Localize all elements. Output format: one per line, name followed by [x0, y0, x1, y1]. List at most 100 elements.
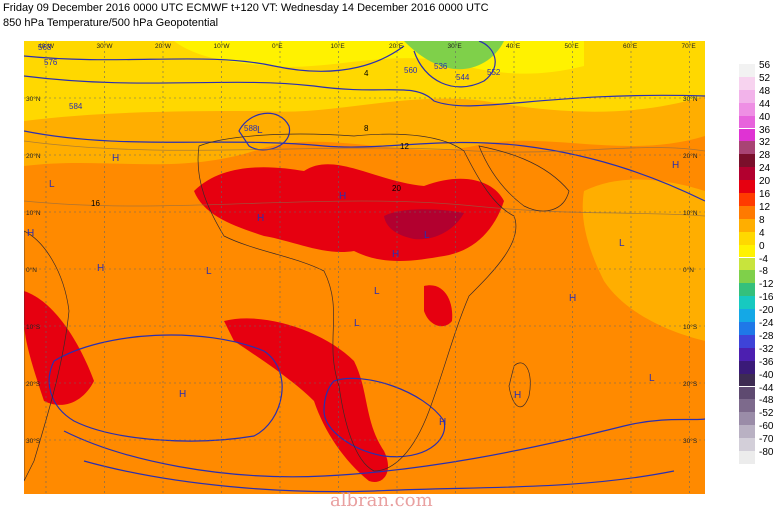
- longitude-label: 0°E: [272, 42, 283, 50]
- colorbar-swatch: [739, 115, 755, 129]
- colorbar-label: -36: [759, 356, 774, 368]
- field-warm-sw: [224, 318, 389, 482]
- high-marker: H: [392, 249, 399, 260]
- latitude-label-right: 20°N: [683, 152, 698, 160]
- temp-contour-12: [24, 140, 705, 153]
- field-warm-east: [424, 285, 453, 327]
- colorbar-label: 48: [759, 85, 771, 97]
- low-marker: L: [206, 266, 212, 277]
- longitude-label: 40°E: [506, 42, 521, 50]
- colorbar-label: 56: [759, 60, 771, 71]
- longitude-label: 10°E: [331, 42, 346, 50]
- colorbar-swatch: [739, 451, 755, 464]
- latitude-label-right: 10°N: [683, 209, 698, 217]
- colorbar-swatch: [739, 438, 755, 451]
- colorbar-swatch: [739, 322, 755, 335]
- contour-568: [24, 45, 405, 72]
- colorbar-swatch: [739, 76, 755, 90]
- colorbar-swatch: [739, 399, 755, 413]
- longitude-label: 40°W: [38, 42, 55, 50]
- colorbar-label: -12: [759, 279, 774, 291]
- latitude-label-right: 30°S: [683, 437, 698, 445]
- longitude-label: 20°E: [389, 42, 404, 50]
- contour-label-552: 552: [487, 68, 501, 77]
- latitude-label-left: 20°S: [26, 380, 41, 388]
- colorbar-label: -52: [759, 408, 774, 420]
- field-warm-west: [24, 291, 94, 405]
- latitude-label-left: 10°S: [26, 323, 41, 331]
- latitude-label-left: 20°N: [26, 152, 41, 160]
- latitude-label-left: 10°N: [26, 209, 41, 217]
- colorbar-label: 40: [759, 111, 771, 123]
- contour-loop-south: [323, 377, 446, 458]
- colorbar-swatch: [739, 425, 755, 439]
- colorbar-swatch: [739, 386, 755, 400]
- colorbar-label: 4: [759, 227, 765, 239]
- field-band-minus4: [404, 41, 504, 70]
- contour-label-20: 20: [392, 184, 401, 193]
- colorbar-label: 32: [759, 137, 771, 149]
- colorbar-swatch: [739, 244, 755, 258]
- colorbar-swatch: [739, 193, 755, 206]
- contour-labels: 568 576 584 552 560 544 536 588 16 12 8 …: [38, 43, 501, 208]
- colorbar-swatch: [739, 283, 755, 297]
- contour-label-16: 16: [91, 199, 100, 208]
- low-marker: L: [374, 286, 380, 297]
- temperature-map: 40°W 30°W 20°W 10°W 0°E 10°E 20°E 30°E 40°E 50°E 6…: [24, 41, 705, 494]
- contour-label-560: 560: [404, 66, 418, 75]
- colorbar-label: -28: [759, 330, 774, 342]
- colorbar-swatch: [739, 89, 755, 103]
- temperature-contours: [24, 140, 705, 217]
- colorbar-swatch: [739, 180, 755, 193]
- high-marker: H: [257, 213, 264, 224]
- contour-label-4: 4: [364, 69, 369, 78]
- map-subtitle: 850 hPa Temperature/500 hPa Geopotential: [3, 17, 219, 29]
- contour-584: [24, 130, 705, 202]
- low-marker: L: [354, 318, 360, 329]
- colorbar-swatch: [739, 154, 755, 168]
- low-marker: L: [257, 125, 263, 136]
- colorbar-swatch: [739, 309, 755, 322]
- longitude-label: 30°E: [448, 42, 463, 50]
- longitude-label: 20°W: [155, 42, 172, 50]
- colorbar-label: 12: [759, 201, 771, 213]
- colorbar-label: 8: [759, 214, 765, 226]
- low-marker: L: [49, 179, 55, 190]
- colorbar-label: -80: [759, 447, 774, 458]
- latitude-label-left: 0°N: [26, 266, 37, 274]
- temp-contour-16: [24, 200, 705, 217]
- colorbar-label: 44: [759, 98, 771, 110]
- contour-label-568: 568: [38, 43, 52, 52]
- latitude-label-right: 10°S: [683, 323, 698, 331]
- colorbar-label: 36: [759, 124, 771, 136]
- colorbar-label: -48: [759, 395, 774, 407]
- colorbar-swatch: [739, 231, 755, 245]
- colorbar-label: 24: [759, 163, 771, 175]
- colorbar-label: -20: [759, 305, 774, 317]
- colorbar-swatch: [739, 64, 755, 77]
- high-marker: H: [179, 389, 186, 400]
- colorbar-label: -8: [759, 266, 768, 278]
- contour-label-8: 8: [364, 124, 369, 133]
- colorbar-label: -16: [759, 292, 774, 304]
- colorbar-swatch: [739, 334, 755, 348]
- colorbar-swatch: [739, 270, 755, 284]
- latitude-label-left: 30°N: [26, 95, 41, 103]
- forecast-run-title: Friday 09 December 2016 0000 UTC ECMWF t…: [3, 2, 489, 14]
- contour-north-low: [413, 41, 496, 88]
- colorbar-swatch: [739, 102, 755, 116]
- colorbar-swatch: [739, 360, 755, 374]
- colorbar-label: -70: [759, 434, 774, 446]
- colorbar-label: -40: [759, 369, 774, 381]
- latitude-label-left: 30°S: [26, 437, 41, 445]
- contour-584-south: [63, 418, 705, 478]
- pressure-centers: L L H H H L H H L H L H L H L H H L H: [27, 125, 679, 428]
- contour-label-536: 536: [434, 62, 448, 71]
- contour-label-588: 588: [244, 124, 258, 133]
- low-marker: L: [649, 373, 655, 384]
- contour-576-south: [83, 460, 675, 493]
- colorbar-label: 16: [759, 189, 771, 200]
- high-marker: H: [112, 153, 119, 164]
- colorbar-label: -24: [759, 318, 774, 329]
- colorbar-swatch: [739, 347, 755, 361]
